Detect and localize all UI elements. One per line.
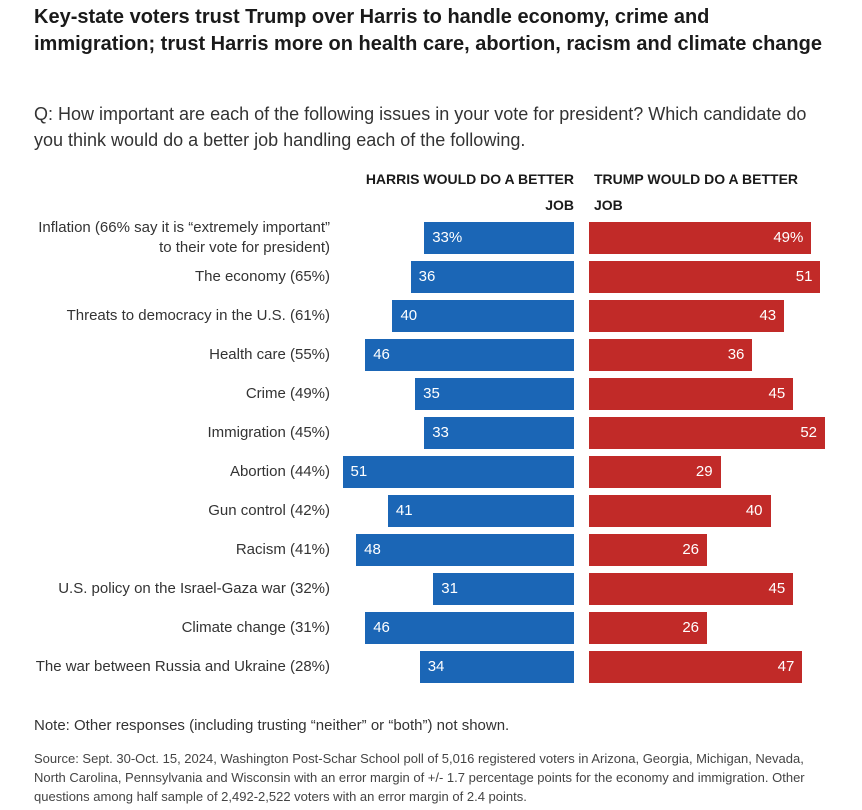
bar: 46 <box>365 339 574 371</box>
value-label: 35 <box>423 385 440 402</box>
chart-subtitle: Q: How important are each of the followi… <box>34 104 807 150</box>
bar: 49% <box>589 222 812 254</box>
value-label: 52 <box>800 424 817 441</box>
category-label: Health care (55%) <box>209 346 330 363</box>
bar: 29 <box>589 456 721 488</box>
row: The economy (65%) 36 51 <box>0 261 862 293</box>
value-label: 29 <box>695 463 713 480</box>
value-label: 43 <box>759 307 777 324</box>
category-label: Threats to democracy in the U.S. (61%) <box>66 307 330 324</box>
bar: 48 <box>356 534 574 566</box>
category-label: Climate change (31%) <box>181 619 330 636</box>
value-label: 33% <box>432 229 463 246</box>
value-label: 51 <box>795 268 813 285</box>
category-label: Immigration (45%) <box>207 424 330 441</box>
value-label: 51 <box>350 463 368 480</box>
row: Abortion (44%) 51 29 <box>0 456 862 488</box>
row: The war between Russia and Ukraine (28%)… <box>0 651 862 683</box>
bar: 43 <box>589 300 785 332</box>
bar: 34 <box>419 651 574 683</box>
bar: 45 <box>589 573 794 605</box>
row: Climate change (31%) 46 26 <box>0 612 862 644</box>
bar: 36 <box>589 339 753 371</box>
value-label: 48 <box>364 541 381 558</box>
bar: 47 <box>589 651 803 683</box>
category-label: Crime (49%) <box>245 385 330 402</box>
row: Immigration (45%) 33 52 <box>0 417 862 449</box>
category-label: The economy (65%) <box>194 268 330 285</box>
chart-title: Key-state voters trust Trump over Harris… <box>34 6 822 55</box>
value-label: 36 <box>727 346 745 363</box>
rows: Inflation (66% say it is “extremely impo… <box>0 219 862 683</box>
value-label: 41 <box>395 502 413 519</box>
value-label: 46 <box>373 619 390 636</box>
bar: 40 <box>589 495 771 527</box>
value-label: 33 <box>432 424 449 441</box>
category-label: The war between Russia and Ukraine (28%) <box>35 658 330 675</box>
category-label: Abortion (44%) <box>229 463 330 480</box>
row: U.S. policy on the Israel-Gaza war (32%)… <box>0 573 862 605</box>
row: Crime (49%) 35 45 <box>0 378 862 410</box>
value-label: 40 <box>745 502 763 519</box>
value-label: 47 <box>777 658 795 675</box>
bar: 31 <box>433 573 574 605</box>
bar: 41 <box>387 495 574 527</box>
value-label: 45 <box>768 385 786 402</box>
note: Note: Other responses (including trustin… <box>34 717 510 734</box>
bar: 33% <box>424 222 574 254</box>
bar: 33 <box>424 417 574 449</box>
value-label: 26 <box>682 541 699 558</box>
bar: 40 <box>392 300 574 332</box>
bar: 46 <box>365 612 574 644</box>
bar: 51 <box>342 456 574 488</box>
category-label: Gun control (42%) <box>208 502 330 519</box>
bar: 36 <box>410 261 574 293</box>
source: Source: Sept. 30-Oct. 15, 2024, Washingt… <box>34 751 805 804</box>
value-label: 40 <box>400 307 418 324</box>
value-label: 31 <box>441 580 458 597</box>
value-label: 36 <box>418 268 436 285</box>
row: Health care (55%) 46 36 <box>0 339 862 371</box>
bar: 52 <box>589 417 825 449</box>
bar: 51 <box>589 261 821 293</box>
value-label: 46 <box>373 346 390 363</box>
category-label: U.S. policy on the Israel-Gaza war (32%) <box>58 580 330 597</box>
category-label: Inflation (66% say it is “extremely impo… <box>38 219 330 256</box>
bar: 45 <box>589 378 794 410</box>
bar: 35 <box>415 378 574 410</box>
row: Inflation (66% say it is “extremely impo… <box>0 219 862 256</box>
row: Racism (41%) 48 26 <box>0 534 862 566</box>
row: Threats to democracy in the U.S. (61%) 40… <box>0 300 862 332</box>
legend-entry: HARRIS WOULD DO A BETTER JOB <box>365 171 574 213</box>
row: Gun control (42%) 41 40 <box>0 495 862 527</box>
bar: 26 <box>589 534 707 566</box>
value-label: 45 <box>768 580 786 597</box>
category-label: Racism (41%) <box>235 541 330 558</box>
bar: 26 <box>589 612 707 644</box>
legend-entry: TRUMP WOULD DO A BETTER JOB <box>594 171 799 213</box>
value-label: 34 <box>427 658 445 675</box>
value-label: 49% <box>773 229 804 246</box>
value-label: 26 <box>682 619 699 636</box>
